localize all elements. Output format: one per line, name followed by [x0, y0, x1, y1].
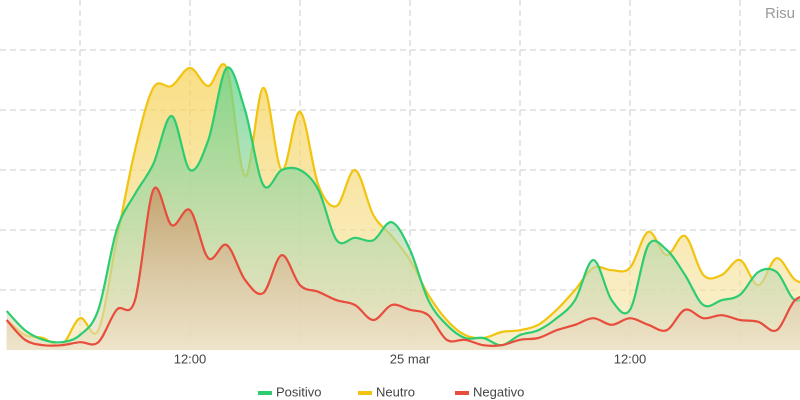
series-line — [5, 186, 800, 347]
legend-swatch — [358, 391, 372, 395]
area-fill — [6, 187, 800, 350]
legend-label: Positivo — [276, 384, 322, 399]
legend-label: Neutro — [376, 384, 415, 399]
legend-label: Negativo — [473, 384, 524, 399]
chart-title: Risu — [765, 5, 795, 22]
series-line — [5, 66, 800, 347]
x-tick-label: 12:00 — [174, 351, 207, 366]
x-tick-label: 12:00 — [614, 351, 647, 366]
legend-swatch — [258, 391, 272, 395]
x-tick-label: 25 mar — [390, 351, 431, 366]
legend-swatch — [455, 391, 469, 395]
